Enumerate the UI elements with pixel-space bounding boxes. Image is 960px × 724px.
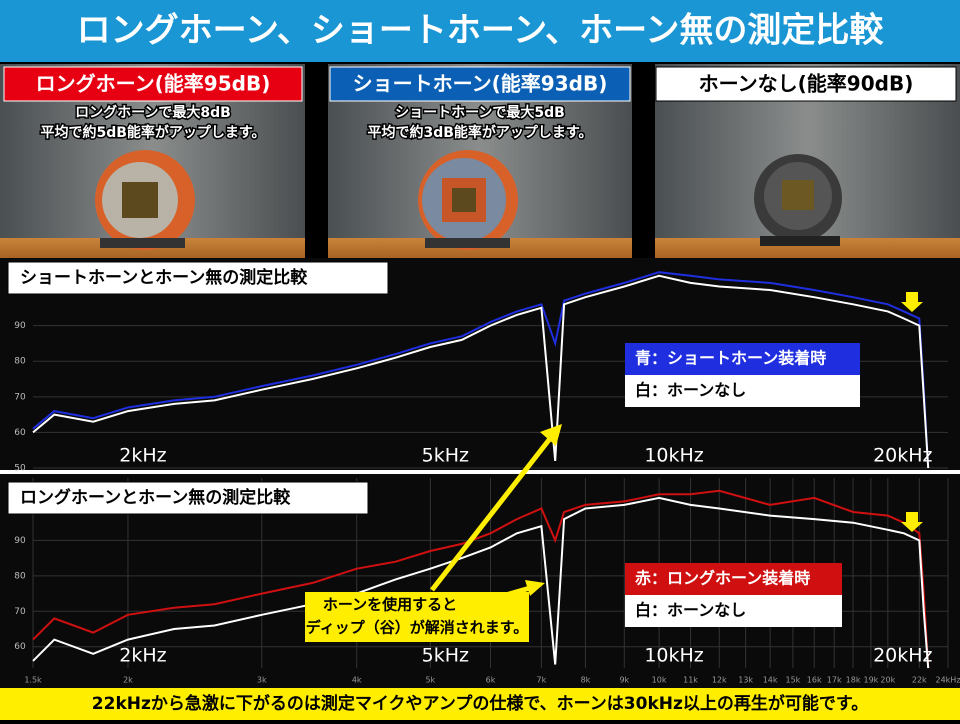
annotation: ホーンを使用すると	[323, 596, 457, 614]
y-tick-label: 70	[14, 607, 26, 617]
annotation-box	[305, 592, 529, 642]
x-tick-label: 14k	[763, 676, 778, 685]
panel-label-box	[329, 66, 631, 102]
spectrum-line	[32, 496, 930, 669]
spectrum-line	[32, 274, 930, 469]
spectrum-line	[32, 489, 930, 669]
legend-entry: 白：ホーンなし	[635, 381, 746, 400]
panel-label-box	[3, 66, 303, 102]
panel-desc: 平均で約5dB能率がアップします。	[40, 124, 265, 141]
x-tick-label: 10k	[652, 676, 667, 685]
freq-label: 5kHz	[422, 445, 469, 467]
panel-desc: ショートホーンで最大5dB	[395, 104, 565, 121]
legend-box	[625, 343, 860, 375]
y-tick-label: 90	[14, 321, 26, 331]
legend-entry: 赤：ロングホーン装着時	[635, 569, 810, 588]
y-tick-label: 50	[14, 464, 26, 474]
legend-box	[625, 595, 842, 627]
x-tick-label: 20k	[880, 676, 895, 685]
spectrum-line	[32, 271, 930, 469]
freq-label: 2kHz	[119, 445, 166, 467]
x-tick-label: 6k	[486, 676, 496, 685]
panel-desc: ロングホーンで最大8dB	[75, 104, 231, 121]
y-tick-label: 60	[14, 642, 26, 652]
panel-label: ロングホーン(能率95dB)	[36, 72, 271, 96]
footer: 22kHzから急激に下がるのは測定マイクやアンプの仕様で、ホーンは30kHz以上…	[92, 693, 868, 714]
annotation: ディップ（谷）が解消されます。	[306, 619, 528, 637]
y-tick-label: 60	[14, 428, 26, 438]
x-tick-label: 5k	[425, 676, 435, 685]
freq-label: 20kHz	[873, 645, 932, 667]
chart-title-box	[7, 261, 389, 295]
panel-desc: 平均で約3dB能率がアップします。	[367, 124, 592, 141]
chart-title: ロングホーンとホーン無の測定比較	[20, 487, 291, 508]
x-tick-label: 3k	[257, 676, 267, 685]
chart-title: ショートホーンとホーン無の測定比較	[20, 267, 308, 288]
x-tick-label: 13k	[738, 676, 753, 685]
freq-label: 20kHz	[873, 445, 932, 467]
x-tick-label: 9k	[619, 676, 629, 685]
freq-label: 2kHz	[119, 645, 166, 667]
x-tick-label: 4k	[352, 676, 362, 685]
x-tick-label: 22k	[912, 676, 927, 685]
panel-label: ショートホーン(能率93dB)	[353, 72, 608, 96]
footer-bar	[0, 688, 960, 720]
y-tick-label: 70	[14, 392, 26, 402]
x-tick-label: 2k	[123, 676, 133, 685]
title-bar	[0, 0, 960, 62]
legend-box	[625, 375, 860, 407]
x-tick-label: 12k	[712, 676, 727, 685]
panel-label: ホーンなし(能率90dB)	[699, 72, 914, 96]
x-tick-label: 16k	[807, 676, 822, 685]
y-tick-label: 80	[14, 571, 26, 581]
x-tick-label: 24kHz	[935, 676, 960, 685]
y-tick-label: 90	[14, 536, 26, 546]
x-tick-label: 1.5k	[24, 676, 42, 685]
legend-entry: 青：ショートホーン装着時	[635, 349, 826, 368]
y-tick-label: 80	[14, 357, 26, 367]
chart-title-box	[7, 481, 369, 515]
legend-box	[625, 563, 842, 595]
x-tick-label: 15k	[785, 676, 800, 685]
x-tick-label: 8k	[581, 676, 591, 685]
x-tick-label: 11k	[683, 676, 698, 685]
x-tick-label: 19k	[863, 676, 878, 685]
freq-label: 10kHz	[644, 445, 703, 467]
page-title: ロングホーン、ショートホーン、ホーン無の測定比較	[77, 11, 885, 51]
freq-label: 10kHz	[644, 645, 703, 667]
freq-label: 5kHz	[422, 645, 469, 667]
legend-entry: 白：ホーンなし	[635, 601, 746, 620]
panel-label-box	[655, 66, 957, 102]
x-tick-label: 7k	[537, 676, 547, 685]
x-tick-label: 18k	[846, 676, 861, 685]
divider	[0, 470, 960, 474]
x-tick-label: 17k	[827, 676, 842, 685]
plots: 50 60 70 80 90 2kHz 5kHz 10kHz 20kHz ショートホーンとホーン無…	[7, 261, 960, 685]
